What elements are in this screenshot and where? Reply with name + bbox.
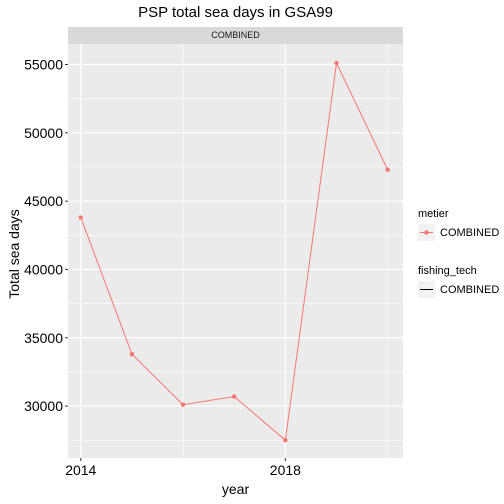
data-point	[385, 167, 390, 172]
legend-title-fishing-tech: fishing_tech	[418, 265, 477, 277]
legend-label-fishing-tech: COMBINED	[440, 283, 500, 296]
major-gridlines	[68, 44, 403, 458]
data-point	[232, 394, 237, 399]
plot-panel	[68, 44, 403, 458]
x-tick-label: 2014	[65, 462, 96, 478]
x-tick-label: 2018	[270, 462, 301, 478]
legend-item-metier: COMBINED	[418, 224, 499, 241]
legend-label-metier: COMBINED	[440, 226, 500, 239]
y-tick-label: 45000	[24, 193, 63, 209]
data-point	[78, 215, 83, 220]
y-tick-label: 30000	[24, 398, 63, 414]
facet-label: COMBINED	[211, 30, 260, 40]
chart-title: PSP total sea days in GSA99	[138, 4, 333, 21]
legend-key-point-line	[418, 224, 435, 241]
x-axis-title: year	[221, 481, 250, 497]
y-tick-label: 50000	[24, 125, 63, 141]
data-point	[283, 438, 288, 443]
legend-key-line	[418, 281, 435, 298]
data-point	[334, 60, 339, 66]
series-layer	[78, 60, 390, 443]
facet-strip: COMBINED	[68, 27, 403, 44]
x-axis: 2014 2018	[65, 458, 301, 478]
data-point	[129, 351, 135, 357]
data-point	[180, 402, 186, 407]
y-tick-label: 40000	[24, 261, 63, 277]
legend-title-metier: metier	[418, 208, 449, 220]
minor-gridlines	[68, 44, 403, 458]
legend-item-fishing-tech: COMBINED	[418, 281, 499, 298]
legend: metier COMBINED fishing_tech COMBINED	[418, 208, 499, 298]
y-tick-label: 35000	[24, 330, 63, 346]
y-axis: 30000 35000 40000 45000 50000 55000	[24, 56, 68, 414]
y-tick-label: 55000	[24, 56, 63, 72]
y-axis-title: Total sea days	[6, 209, 22, 299]
